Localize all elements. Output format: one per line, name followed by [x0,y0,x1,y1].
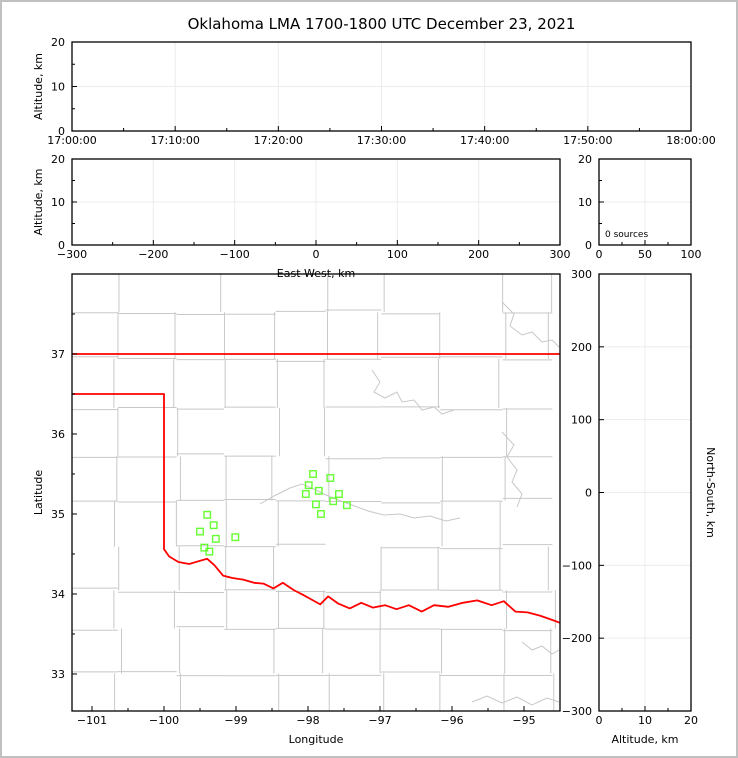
lma-station-marker [211,534,220,543]
y-tick-label: 20 [578,153,592,166]
y-tick-label: −300 [562,705,592,718]
y-tick-label: 0 [58,125,65,138]
river-line [501,301,560,348]
panel-spine [71,273,561,712]
x-tick-label: 20 [684,714,698,727]
y-tick-label: 10 [51,196,65,209]
river-line [259,483,461,522]
alt_histogram_panel: 0 50 100 0 10 20 0 sources [578,153,702,261]
y-tick-label: 35 [51,508,65,521]
x-tick-label: 0 [313,248,320,261]
x-tick-label: −101 [77,714,107,727]
x-tick-label: 17:30:00 [357,134,406,147]
x-tick-label: 17:50:00 [563,134,612,147]
figure-title: Oklahoma LMA 1700-1800 UTC December 23, … [187,15,576,33]
lma-station-marker [326,474,335,482]
lma-station-marker [311,500,320,509]
source-count-annotation: 0 sources [605,230,648,240]
lma-station-marker [304,481,313,490]
y-tick-label: 0 [585,239,592,252]
lma-station-marker [342,501,351,510]
x-tick-label: −97 [368,714,391,727]
lma-station-marker [309,470,317,478]
x-tick-label: −100 [220,248,250,261]
y-tick-label: 20 [51,153,65,166]
river-line [501,431,523,508]
x-tick-label: −99 [224,714,247,727]
panel-spine [71,158,561,246]
x-tick-label: 17:40:00 [460,134,509,147]
y-tick-label: 0 [585,487,592,500]
x-tick-label: −98 [296,714,319,727]
x-tick-label: 18:00:00 [666,134,715,147]
lma-station-marker [335,490,343,498]
y-tick-label: 10 [578,196,592,209]
x-tick-label: −95 [512,714,535,727]
x-tick-label: 0 [596,714,603,727]
y-tick-label: 0 [58,239,65,252]
lma-station-marker [301,490,310,498]
x-tick-label: −96 [440,714,463,727]
x-tick-label: 17:10:00 [150,134,199,147]
y-tick-label: 200 [571,341,592,354]
y-axis-label: Altitude, km [32,53,45,120]
y-tick-label: 34 [51,588,65,601]
x-tick-label: 50 [638,248,652,261]
y-tick-label: 300 [571,268,592,281]
y-tick-label: 33 [51,668,65,681]
lma-station-marker [231,533,240,542]
x-tick-label: −300 [57,248,87,261]
lma-station-marker [209,521,218,530]
lma-station-marker [314,486,323,495]
lma-station-marker [317,510,325,518]
lma-station-marker [329,497,338,506]
panel-spine [598,273,692,712]
y-tick-label: 10 [51,81,65,94]
y-axis-label: Altitude, km [32,168,45,235]
x-tick-label: 300 [550,248,571,261]
y-axis-label-right: North-South, km [704,447,717,538]
y-tick-label: −100 [562,559,592,572]
x-tick-label: 0 [596,248,603,261]
y-tick-label: 20 [51,36,65,49]
river-line [521,641,560,655]
y-tick-label: −200 [562,632,592,645]
y-axis-label: Latitude [32,470,45,516]
x-axis-label: Longitude [289,733,344,746]
x-tick-label: 17:20:00 [254,134,303,147]
x-tick-label: −200 [138,248,168,261]
x-tick-label: 200 [468,248,489,261]
river-line [371,369,455,415]
plan_view_map: −101 −100 −99 −98 −97 −96 −95 33 34 35 36 37 Longitu… [32,273,561,746]
lma-station-marker [205,547,214,556]
x-tick-label: 100 [681,248,702,261]
x-tick-label: 100 [387,248,408,261]
y-tick-label: 100 [571,414,592,427]
river-line [471,695,560,706]
state-border-line [72,393,561,624]
panel-spine [71,41,692,132]
lma-station-marker [203,510,212,519]
panel-spine [598,158,692,246]
time_height_panel: 17:00:00 17:10:00 17:20:00 17:30:00 17:40:00… [32,36,716,147]
x-tick-label: 10 [638,714,652,727]
y-tick-label: 37 [51,348,65,361]
lma-station-marker [200,543,209,552]
x-axis-label: Altitude, km [611,733,678,746]
county-borders-layer [72,274,560,711]
y-tick-label: 36 [51,428,65,441]
x-tick-label: 17:00:00 [47,134,96,147]
x-tick-label: −100 [149,714,179,727]
lma-station-marker [196,527,204,536]
ns_height_panel: 0 10 20 −300 −200 −100 0 100 200 300 Altitude, km N… [562,268,717,746]
